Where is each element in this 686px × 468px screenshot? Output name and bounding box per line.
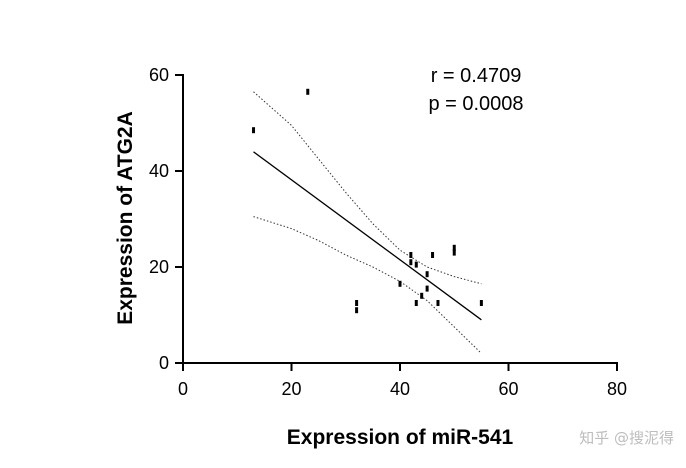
data-point [398, 280, 402, 287]
r-value-annotation: r = 0.4709 [431, 65, 522, 87]
regression-line [253, 151, 482, 321]
data-point [479, 300, 483, 306]
y-tick-label: 60 [149, 65, 169, 85]
y-tick-label: 40 [149, 161, 169, 181]
ci-lower-band [253, 216, 482, 354]
data-point [414, 300, 418, 306]
data-point [414, 261, 418, 268]
data-point [420, 292, 424, 299]
y-axis-ticks: 0 20 40 60 [149, 65, 183, 373]
data-point [252, 127, 256, 134]
data-point [452, 249, 456, 256]
data-point [355, 307, 359, 314]
data-point [409, 252, 413, 258]
data-point [306, 88, 310, 95]
x-tick-label: 40 [390, 379, 410, 399]
x-tick-label: 0 [178, 379, 188, 399]
x-tick-label: 20 [281, 379, 301, 399]
data-point [452, 244, 456, 251]
watermark-text: 知乎 @搜泥得 [579, 429, 674, 447]
data-point [425, 285, 429, 292]
data-point [425, 271, 429, 278]
x-tick-label: 60 [498, 379, 518, 399]
y-tick-label: 20 [149, 257, 169, 277]
x-axis-title: Expression of miR-541 [287, 426, 514, 449]
data-point [409, 259, 413, 266]
y-axis-title: Expression of ATG2A [114, 111, 137, 325]
y-tick-label: 0 [159, 353, 169, 373]
data-point [436, 300, 440, 306]
plot-area [252, 88, 483, 354]
data-point [431, 252, 435, 258]
x-axis-ticks: 0 20 40 60 80 [178, 363, 627, 399]
p-value-annotation: p = 0.0008 [428, 93, 523, 115]
ci-upper-band [253, 91, 482, 285]
x-tick-label: 80 [607, 379, 627, 399]
data-point [355, 300, 359, 306]
